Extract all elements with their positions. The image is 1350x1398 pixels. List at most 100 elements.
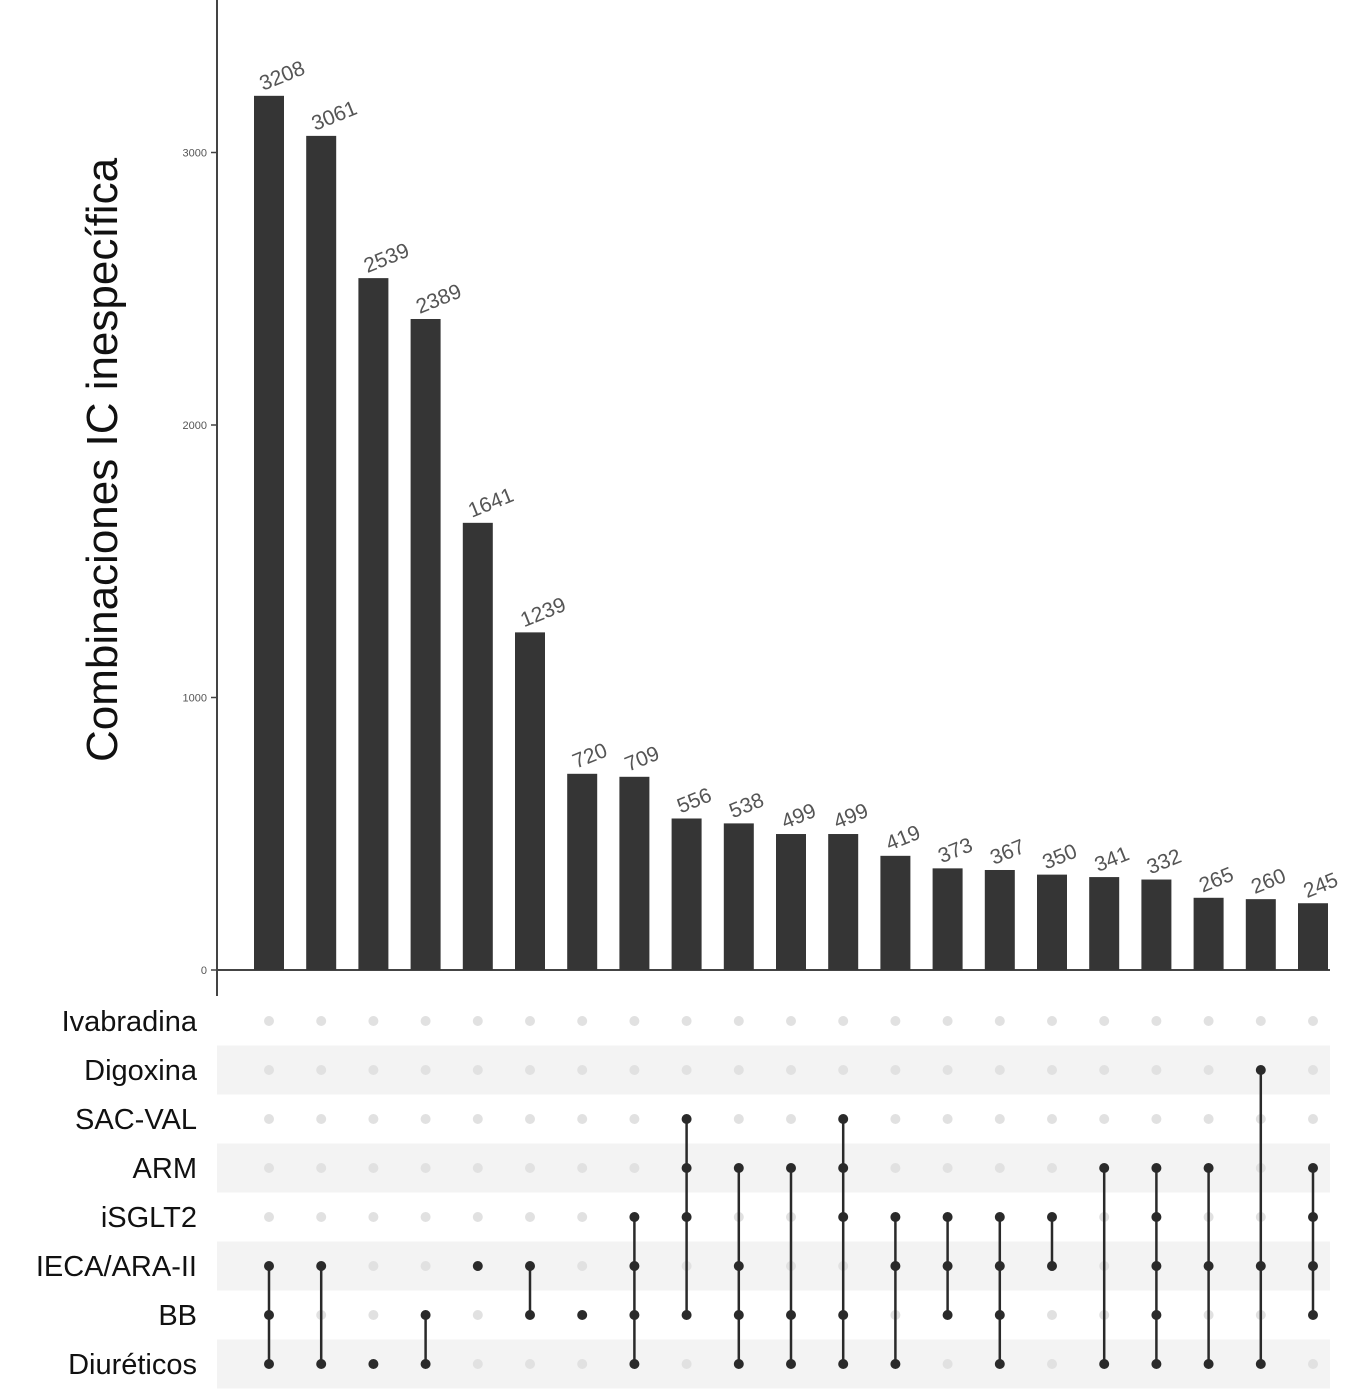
matrix-dot-inactive [681, 1359, 692, 1369]
matrix-dot-active [264, 1310, 274, 1320]
matrix-dot-inactive [942, 1359, 953, 1369]
matrix-dot-inactive [1151, 1114, 1162, 1124]
bar [932, 868, 963, 970]
bar [567, 773, 598, 970]
matrix-dot-inactive [1099, 1114, 1110, 1124]
matrix-dot-inactive [472, 1212, 483, 1222]
matrix-dot-inactive [472, 1065, 483, 1075]
matrix-dot-active [1151, 1310, 1162, 1320]
matrix-dot-active [1047, 1212, 1057, 1222]
matrix-dot-inactive [1047, 1310, 1057, 1320]
matrix-dot-inactive [420, 1212, 431, 1222]
set-label: iSGLT2 [101, 1202, 197, 1234]
bar-value-label: 709 [622, 742, 663, 776]
bar-value-label: 1641 [465, 484, 517, 523]
matrix-dot-inactive [316, 1114, 327, 1124]
matrix-dot-inactive [1308, 1359, 1318, 1369]
matrix-dot-inactive [577, 1065, 588, 1075]
matrix-dot-inactive [733, 1016, 744, 1026]
matrix-dot-inactive [577, 1359, 588, 1369]
matrix-dot-active [838, 1359, 849, 1369]
matrix-dot-inactive [577, 1016, 588, 1026]
bar-value-label: 265 [1196, 863, 1237, 897]
bar-value-label: 3208 [256, 57, 308, 96]
matrix-dot-inactive [577, 1163, 588, 1173]
matrix-dot-active [1255, 1065, 1266, 1075]
matrix-dot-active [994, 1261, 1005, 1271]
matrix-dot-active [577, 1310, 588, 1320]
matrix-dot-inactive [629, 1016, 640, 1026]
matrix-dot-inactive [1047, 1016, 1057, 1026]
matrix-dot-inactive [942, 1163, 953, 1173]
matrix-dot-inactive [1308, 1114, 1318, 1124]
matrix-dot-inactive [994, 1065, 1005, 1075]
matrix-dot-inactive [1255, 1016, 1266, 1026]
matrix-dot-inactive [1151, 1065, 1162, 1075]
matrix-dot-active [1255, 1261, 1266, 1271]
matrix-dot-active [1203, 1359, 1214, 1369]
y-tick-label: 3000 [183, 148, 207, 160]
matrix-dot-inactive [681, 1016, 692, 1026]
matrix-dot-inactive [472, 1310, 483, 1320]
matrix-dot-inactive [316, 1065, 327, 1075]
matrix-dot-inactive [994, 1163, 1005, 1173]
matrix-dot-active [1203, 1261, 1214, 1271]
matrix-dot-inactive [316, 1016, 327, 1026]
bar-value-label: 419 [883, 821, 924, 855]
matrix-dot-active [733, 1359, 744, 1369]
matrix-dot-inactive [786, 1065, 796, 1075]
bar [1298, 903, 1328, 970]
bar-value-label: 2539 [361, 239, 413, 278]
bar [410, 318, 441, 970]
matrix-dot-active [368, 1359, 379, 1369]
matrix-dot-active [942, 1310, 953, 1320]
matrix-dot-active [1308, 1310, 1318, 1320]
matrix-dot-inactive [525, 1016, 535, 1026]
matrix-dot-inactive [525, 1114, 535, 1124]
matrix-dot-inactive [942, 1016, 953, 1026]
matrix-dot-inactive [942, 1065, 953, 1075]
matrix-dot-active [838, 1114, 849, 1124]
matrix-dot-inactive [629, 1163, 640, 1173]
intersection-matrix [264, 1016, 1318, 1369]
bar [671, 818, 702, 970]
matrix-dot-active [264, 1261, 274, 1271]
matrix-dot-inactive [1203, 1016, 1214, 1026]
matrix-dot-active [629, 1261, 640, 1271]
bar-value-label: 2389 [413, 280, 465, 319]
matrix-dot-active [890, 1359, 901, 1369]
matrix-dot-inactive [577, 1114, 588, 1124]
matrix-dot-inactive [472, 1114, 483, 1124]
bar-value-label: 499 [830, 799, 871, 833]
matrix-stripes [217, 1045, 1330, 1389]
set-label: ARM [133, 1153, 197, 1185]
matrix-dot-inactive [420, 1261, 431, 1271]
matrix-dot-inactive [368, 1065, 379, 1075]
bar-value-label: 332 [1144, 845, 1185, 879]
bar [1141, 879, 1172, 970]
matrix-dot-inactive [733, 1065, 744, 1075]
matrix-dot-active [786, 1310, 796, 1320]
set-label: BB [158, 1300, 197, 1332]
matrix-dot-active [838, 1163, 849, 1173]
set-label: Digoxina [84, 1055, 198, 1087]
matrix-dot-inactive [733, 1114, 744, 1124]
matrix-dot-inactive [368, 1212, 379, 1222]
matrix-dot-active [525, 1310, 535, 1320]
matrix-dot-inactive [1308, 1016, 1318, 1026]
matrix-dot-active [1099, 1359, 1110, 1369]
matrix-dot-inactive [838, 1065, 849, 1075]
matrix-dot-inactive [264, 1163, 274, 1173]
matrix-dot-inactive [681, 1065, 692, 1075]
matrix-dot-inactive [786, 1016, 796, 1026]
bar [306, 135, 337, 970]
matrix-dot-active [681, 1310, 692, 1320]
matrix-dot-active [472, 1261, 483, 1271]
matrix-dot-inactive [368, 1163, 379, 1173]
matrix-dot-active [838, 1212, 849, 1222]
y-axis-ticks: 0 1000 2000 3000 [183, 148, 217, 977]
matrix-dot-active [1308, 1212, 1318, 1222]
matrix-dot-inactive [890, 1065, 901, 1075]
bar [1089, 877, 1120, 970]
matrix-dot-active [420, 1359, 431, 1369]
